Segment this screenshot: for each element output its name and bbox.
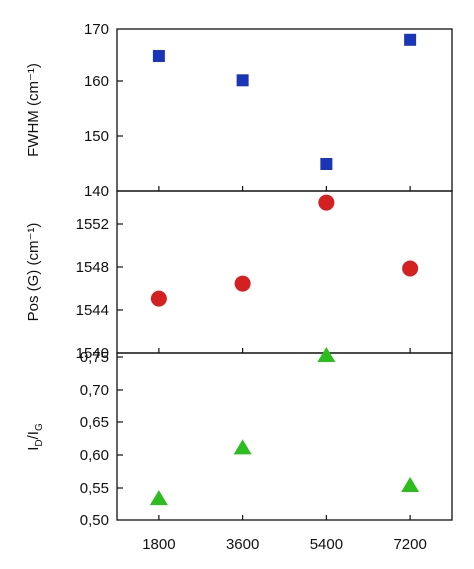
x-tick-label: 5400 xyxy=(310,536,343,553)
y-tick-label: 0,60 xyxy=(80,447,109,464)
y-tick-label: 0,75 xyxy=(80,349,109,366)
y-tick-label: 140 xyxy=(84,183,109,200)
y-tick-label: 1548 xyxy=(76,259,109,276)
x-tick-label: 3600 xyxy=(226,536,259,553)
y-tick-label: 0,55 xyxy=(80,480,109,497)
y-tick-label: 1540 xyxy=(76,345,109,362)
y-tick-label: 0,70 xyxy=(80,382,109,399)
y-axis-title-sub: D xyxy=(34,439,45,446)
data-point-triangle xyxy=(317,346,336,362)
y-axis-title: FWHM (cm⁻¹) xyxy=(25,63,42,157)
y-axis-title-sub: G xyxy=(34,423,45,431)
y-tick-label: 1544 xyxy=(76,302,109,319)
data-point-square xyxy=(152,50,165,62)
panel-frame xyxy=(116,28,453,192)
data-point-triangle xyxy=(401,477,420,493)
panel-3: 0,50 0,55 0,60 0,65 0,70 0,75 1800 3600 5400 7200… xyxy=(25,346,453,553)
data-point-circle xyxy=(234,275,251,292)
panel-2: 1540 1544 1548 1552 Pos (G) (cm⁻¹) xyxy=(25,190,453,362)
data-point-square xyxy=(236,74,249,87)
y-axis-title: ID/IG xyxy=(25,423,45,451)
data-point-circle xyxy=(318,194,335,211)
y-tick-label: 1552 xyxy=(76,216,109,233)
panel-1: 140 150 160 170 FWHM (cm⁻¹) xyxy=(25,21,453,200)
data-point-triangle xyxy=(149,490,168,506)
data-point-circle xyxy=(150,290,167,307)
y-tick-label: 0,50 xyxy=(80,512,109,529)
y-tick-label: 160 xyxy=(84,73,109,90)
y-tick-label: 150 xyxy=(84,128,109,145)
y-axis-title-main: I xyxy=(25,447,42,451)
x-tick-label: 1800 xyxy=(142,536,175,553)
data-point-square xyxy=(404,33,417,46)
data-point-triangle xyxy=(233,439,252,455)
panel-frame xyxy=(116,190,453,354)
panel-frame xyxy=(116,352,453,521)
chart-panels: 140 150 160 170 FWHM (cm⁻¹) 1540 1544 1548 1552 P… xyxy=(25,21,453,553)
data-point-square xyxy=(320,158,333,170)
y-axis-title: Pos (G) (cm⁻¹) xyxy=(25,223,42,322)
data-point-circle xyxy=(402,260,419,277)
y-tick-label: 170 xyxy=(84,21,109,38)
y-axis-title-slash: /I xyxy=(25,431,42,439)
x-tick-label: 7200 xyxy=(393,536,426,553)
y-tick-label: 0,65 xyxy=(80,414,109,431)
